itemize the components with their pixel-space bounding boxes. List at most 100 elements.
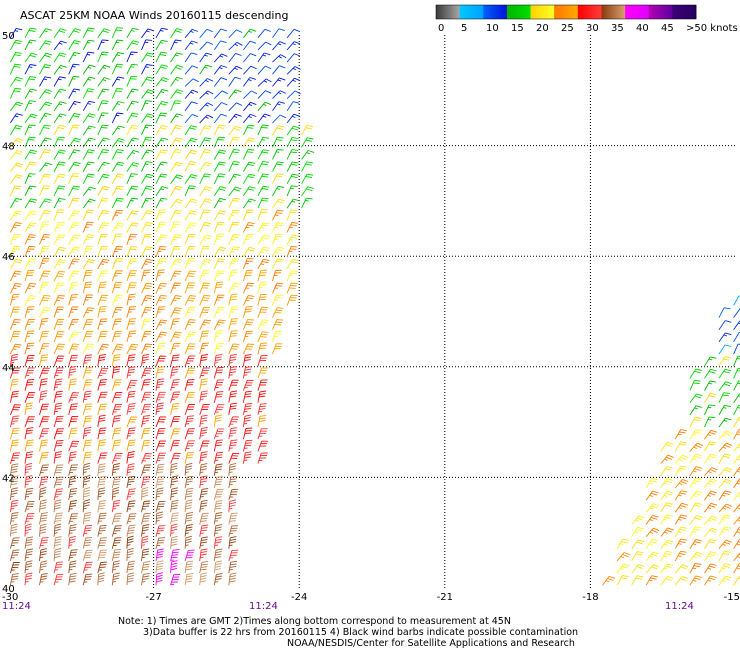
wind-barb bbox=[155, 258, 167, 270]
wind-barb bbox=[733, 308, 740, 318]
wind-barb bbox=[82, 113, 96, 124]
wind-barb bbox=[184, 415, 195, 428]
wind-barb bbox=[689, 416, 702, 428]
wind-barb bbox=[155, 463, 165, 476]
wind-barb bbox=[213, 451, 224, 464]
wind-barb bbox=[126, 343, 139, 355]
wind-barb bbox=[660, 550, 673, 562]
wind-barb bbox=[68, 197, 80, 209]
wind-barb bbox=[272, 246, 285, 258]
wind-barb bbox=[689, 429, 702, 440]
wind-barb bbox=[242, 306, 253, 318]
wind-barb bbox=[155, 209, 167, 221]
wind-barb bbox=[704, 441, 716, 452]
wind-barb bbox=[704, 467, 718, 476]
wind-barb bbox=[97, 343, 109, 355]
wind-barb bbox=[213, 367, 224, 379]
y-tick-label: 40 bbox=[2, 584, 15, 595]
wind-barb bbox=[39, 428, 50, 440]
wind-barb bbox=[733, 539, 740, 549]
wind-barb bbox=[111, 343, 124, 355]
wind-barb bbox=[82, 209, 94, 221]
wind-barb bbox=[243, 186, 256, 197]
colorbar-bin bbox=[625, 5, 650, 19]
wind-barb bbox=[257, 209, 268, 221]
wind-barb bbox=[243, 101, 257, 112]
colorbar-tick-label: 15 bbox=[511, 23, 524, 34]
wind-barb bbox=[53, 378, 63, 391]
wind-barb bbox=[24, 269, 35, 282]
wind-barb bbox=[68, 524, 77, 537]
wind-barb bbox=[170, 270, 182, 282]
wind-barb bbox=[272, 136, 284, 148]
wind-barb bbox=[111, 499, 121, 513]
wind-barb bbox=[257, 149, 270, 160]
wind-barb bbox=[97, 149, 110, 160]
wind-barb bbox=[9, 475, 19, 488]
wind-barb bbox=[242, 148, 255, 160]
wind-barb bbox=[155, 186, 169, 197]
wind-barb bbox=[82, 499, 91, 513]
wind-barb bbox=[170, 124, 183, 136]
wind-barb bbox=[111, 487, 120, 501]
wind-barb bbox=[213, 573, 223, 586]
wind-barb bbox=[213, 488, 224, 501]
wind-barb bbox=[228, 209, 240, 221]
wind-barb bbox=[689, 502, 703, 513]
wind-barb bbox=[155, 343, 166, 355]
wind-barb bbox=[68, 549, 78, 562]
wind-barb bbox=[242, 414, 252, 428]
wind-barb bbox=[111, 572, 120, 586]
wind-barb bbox=[53, 548, 62, 561]
wind-barb bbox=[126, 40, 140, 51]
wind-barb bbox=[141, 500, 151, 513]
wind-barb bbox=[24, 462, 33, 476]
wind-barb bbox=[39, 149, 51, 160]
wind-barb bbox=[53, 523, 62, 537]
wind-barb bbox=[689, 380, 701, 391]
wind-barb bbox=[141, 572, 150, 586]
wind-barb bbox=[126, 330, 137, 343]
wind-barb bbox=[242, 282, 255, 294]
wind-barb bbox=[170, 379, 180, 391]
wind-barb bbox=[660, 441, 674, 452]
wind-barb bbox=[141, 89, 155, 99]
wind-barb bbox=[257, 173, 270, 184]
wind-barb bbox=[111, 270, 123, 282]
colorbar-tick-label: 0 bbox=[438, 23, 444, 34]
wind-barb bbox=[170, 318, 180, 330]
wind-barb bbox=[718, 503, 733, 513]
wind-barb bbox=[257, 281, 267, 294]
wind-barb bbox=[286, 258, 299, 270]
wind-barb bbox=[660, 490, 674, 501]
x-tick-label: -27 bbox=[145, 592, 161, 603]
wind-barb bbox=[213, 161, 226, 172]
wind-barb bbox=[97, 512, 107, 525]
wind-barb bbox=[257, 452, 268, 464]
wind-barb bbox=[39, 307, 51, 318]
wind-barb bbox=[733, 417, 740, 428]
wind-barb bbox=[24, 39, 37, 51]
wind-barb bbox=[39, 452, 49, 464]
colorbar-bin bbox=[506, 5, 531, 19]
wind-barb bbox=[213, 270, 225, 282]
wind-barb bbox=[213, 342, 224, 355]
wind-barb bbox=[184, 404, 195, 416]
wind-barb bbox=[126, 210, 139, 221]
wind-barb bbox=[9, 439, 19, 452]
wind-barb bbox=[155, 125, 168, 136]
wind-barb bbox=[141, 100, 153, 111]
wind-barb bbox=[97, 379, 108, 391]
wind-barb bbox=[68, 560, 77, 574]
wind-barb bbox=[645, 564, 660, 574]
wind-barb bbox=[257, 41, 272, 51]
wind-barb bbox=[301, 161, 314, 172]
wind-barb bbox=[82, 403, 93, 416]
wind-barb bbox=[141, 269, 151, 282]
y-tick-label: 48 bbox=[2, 142, 15, 153]
wind-barb bbox=[243, 65, 257, 75]
wind-barb bbox=[170, 475, 179, 488]
wind-barb bbox=[242, 403, 253, 415]
wind-barb bbox=[272, 41, 286, 51]
wind-barb bbox=[141, 233, 152, 245]
